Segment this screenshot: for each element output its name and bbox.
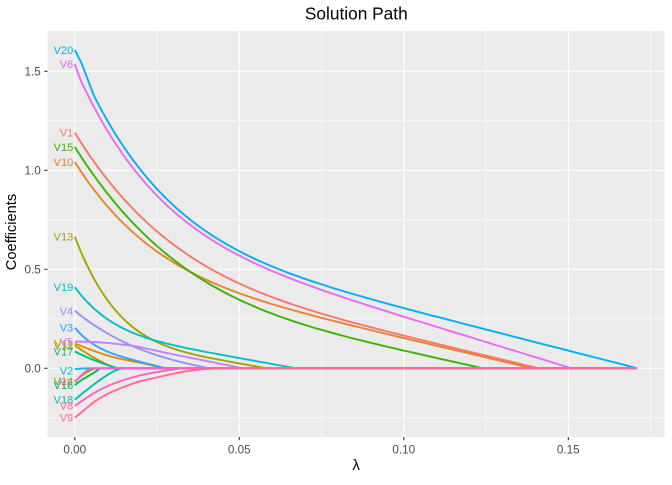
svg-text:V5: V5 xyxy=(60,337,73,349)
svg-text:V1: V1 xyxy=(60,128,73,140)
svg-text:V19: V19 xyxy=(54,282,74,294)
svg-text:1.0: 1.0 xyxy=(25,165,42,178)
svg-text:V9: V9 xyxy=(60,413,73,425)
svg-text:Coefficients: Coefficients xyxy=(4,194,20,270)
svg-text:0.10: 0.10 xyxy=(392,444,415,457)
svg-text:0.00: 0.00 xyxy=(63,444,86,457)
svg-text:Solution Path: Solution Path xyxy=(305,4,408,24)
svg-text:0.05: 0.05 xyxy=(228,444,251,457)
svg-text:V20: V20 xyxy=(54,45,74,57)
svg-text:1.5: 1.5 xyxy=(25,66,42,79)
svg-text:V6: V6 xyxy=(60,59,73,71)
svg-text:V15: V15 xyxy=(54,142,74,154)
svg-text:V17: V17 xyxy=(54,346,74,358)
svg-text:0.15: 0.15 xyxy=(557,444,580,457)
svg-text:V18: V18 xyxy=(54,395,74,407)
svg-text:0.5: 0.5 xyxy=(25,264,42,277)
svg-text:V14: V14 xyxy=(54,376,74,388)
svg-text:V10: V10 xyxy=(54,157,74,169)
svg-text:V12: V12 xyxy=(54,340,74,352)
svg-text:V2: V2 xyxy=(60,366,73,378)
svg-text:V8: V8 xyxy=(60,401,73,413)
svg-text:V7: V7 xyxy=(60,377,73,389)
svg-text:0.0: 0.0 xyxy=(25,363,42,376)
svg-text:V4: V4 xyxy=(60,306,73,318)
svg-text:V16: V16 xyxy=(54,380,74,392)
svg-text:V3: V3 xyxy=(60,323,73,335)
svg-text:V13: V13 xyxy=(54,232,74,244)
svg-text:V11: V11 xyxy=(54,338,73,350)
svg-text:λ: λ xyxy=(353,458,361,474)
